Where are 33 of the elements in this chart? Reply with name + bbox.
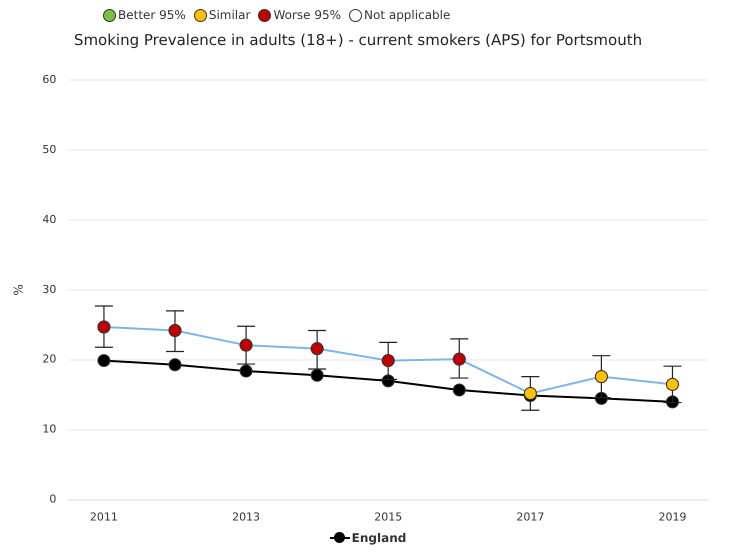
point (382, 354, 395, 368)
y-tick-label: 60 (42, 72, 56, 86)
point (168, 324, 182, 337)
text: Not applicable (364, 8, 450, 22)
point (97, 354, 110, 368)
point (310, 342, 324, 356)
x-tick-label: 2017 (516, 510, 544, 524)
point (240, 338, 253, 352)
point (524, 386, 537, 400)
text: Similar (208, 8, 250, 22)
y-axis-title: % (11, 284, 26, 296)
legend-label: England (352, 531, 406, 545)
point (240, 364, 253, 378)
y-tick-label: 30 (42, 282, 56, 296)
x-tick-label: 2013 (232, 510, 260, 524)
point (452, 352, 466, 366)
y-tick-label: 10 (42, 422, 56, 436)
point (310, 368, 324, 382)
point (168, 358, 182, 372)
text: Better 95% (118, 8, 186, 22)
y-tick-label: 20 (42, 352, 56, 366)
chart-title: Smoking Prevalence in adults (18+) - current smokers (APS) for Portsmouth (74, 30, 642, 49)
point (452, 383, 466, 396)
y-tick-label: 0 (49, 492, 56, 506)
point (666, 378, 679, 391)
text: Worse 95% (273, 8, 341, 22)
y-tick-label: 40 (42, 212, 56, 226)
point (97, 320, 110, 334)
x-tick-label: 2011 (90, 510, 118, 524)
y-tick-label: 50 (42, 142, 56, 156)
x-tick-label: 2019 (658, 510, 686, 524)
x-tick-label: 2015 (374, 510, 402, 524)
point (594, 370, 608, 384)
